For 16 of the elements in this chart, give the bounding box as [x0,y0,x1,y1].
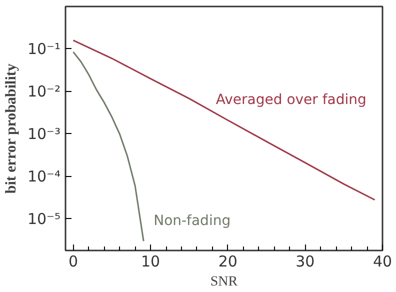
x-tick-label: 10 [141,252,160,270]
x-tick-label: 30 [296,252,315,270]
series-label: Averaged over fading [216,92,366,108]
y-tick-label: 10⁻⁴ [27,167,61,186]
y-tick-label: 10⁻⁵ [27,210,61,228]
line-series [72,51,144,242]
y-tick-label: 10⁻² [27,82,61,100]
x-tick-label: 0 [68,252,78,270]
line-series [72,40,376,201]
x-tick-label: 20 [218,252,238,270]
x-tick-label: 40 [372,252,392,270]
y-tick-label: 10⁻³ [27,124,61,143]
x-axis-title: SNR [210,274,238,290]
y-axis-title: bit error probability [3,63,20,194]
y-tick-label: 10⁻¹ [27,40,61,58]
series-label: Non-fading [154,213,231,230]
